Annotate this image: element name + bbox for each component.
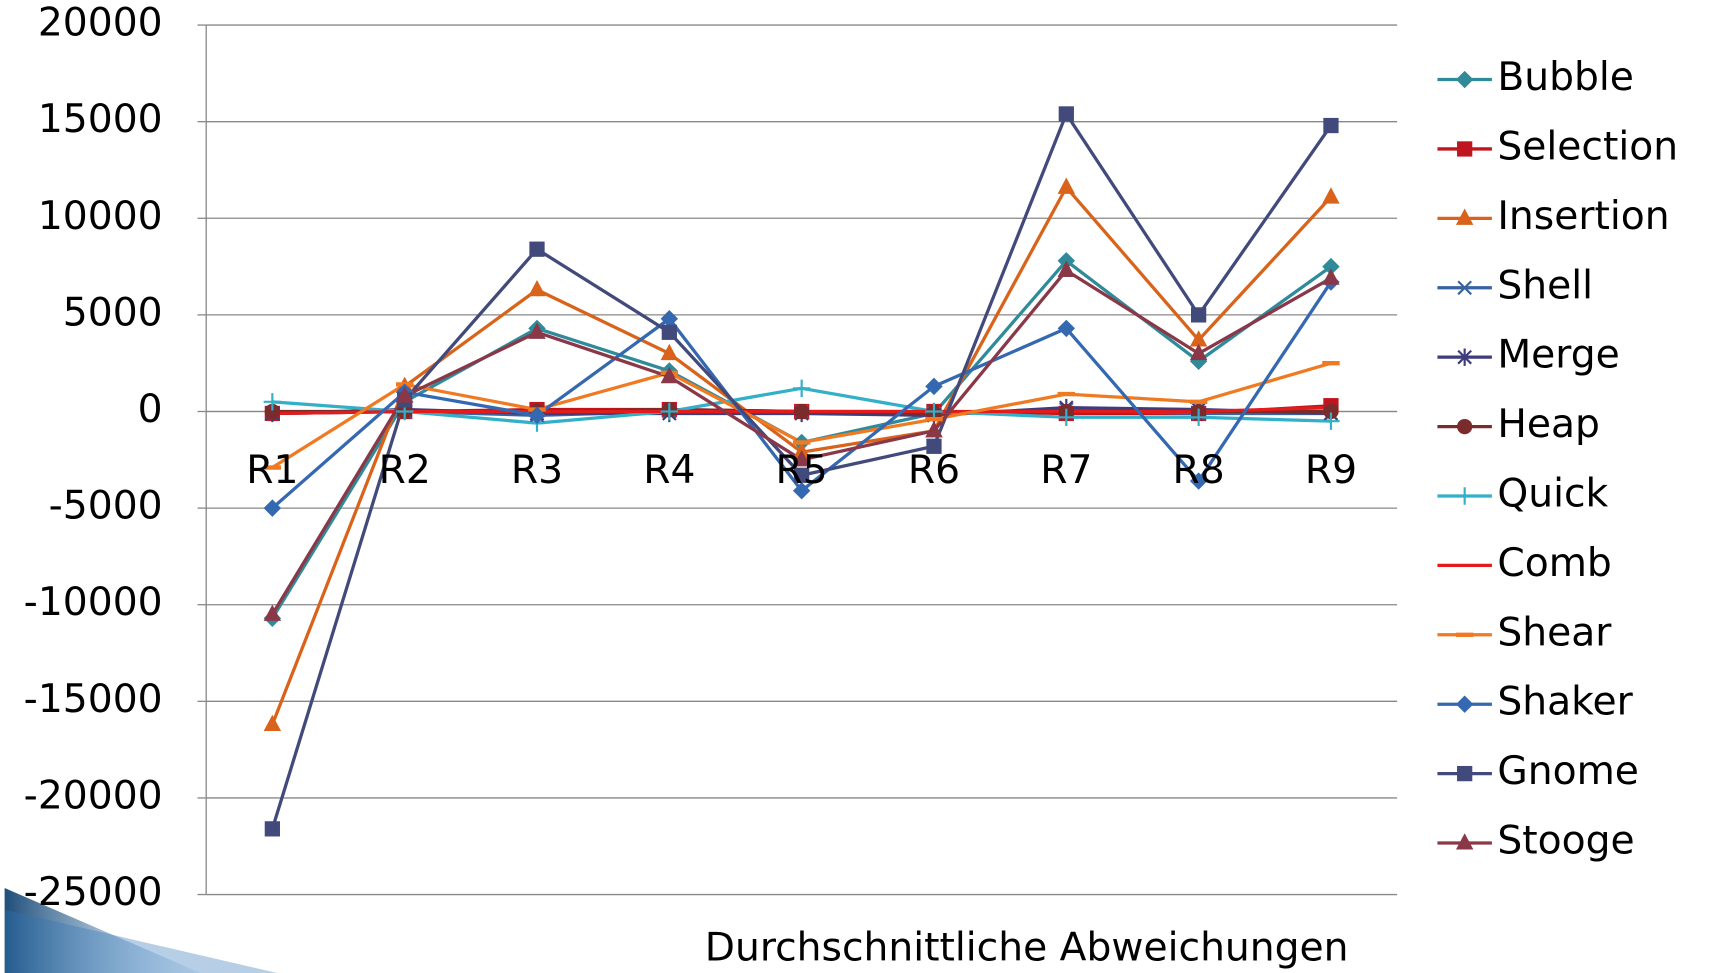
y-tick-label: 0 (138, 387, 163, 432)
y-tick-label: -20000 (24, 773, 163, 818)
marker (1455, 208, 1474, 225)
x-tick-label: R9 (1305, 448, 1357, 493)
marker (660, 343, 679, 361)
marker (792, 482, 811, 500)
marker (1323, 403, 1339, 420)
marker (263, 714, 282, 732)
marker (1189, 330, 1208, 347)
y-tick-label: 15000 (38, 97, 163, 142)
x-tick-label: R7 (1040, 448, 1092, 493)
marker (1057, 319, 1076, 338)
marker (1455, 70, 1474, 89)
marker (925, 421, 943, 438)
marker (660, 366, 679, 384)
marker (794, 467, 810, 483)
marker (1455, 695, 1474, 713)
marker (264, 821, 280, 837)
marker (1323, 117, 1339, 134)
y-tick-label: -15000 (24, 677, 163, 722)
marker (1189, 343, 1208, 361)
y-tick-label: -5000 (49, 484, 163, 529)
marker (395, 386, 414, 403)
legend-label: Shell (1497, 263, 1593, 308)
legend-label: Quick (1497, 471, 1608, 516)
marker (263, 393, 282, 411)
marker (1322, 257, 1340, 276)
marker (792, 379, 811, 398)
marker (794, 403, 810, 420)
marker (1457, 418, 1473, 435)
x-tick-label: R3 (511, 448, 563, 493)
marker (1457, 141, 1473, 157)
x-tick-label: R4 (643, 448, 695, 493)
legend-label: Shaker (1497, 680, 1633, 725)
y-tick-label: -10000 (24, 580, 163, 625)
marker (1322, 268, 1340, 285)
marker (1322, 412, 1340, 430)
marker (1457, 280, 1472, 296)
x-tick-label: R2 (379, 448, 431, 493)
marker (1058, 106, 1074, 122)
marker (1189, 408, 1208, 427)
legend-label: Gnome (1497, 749, 1639, 794)
legend-label: Heap (1497, 402, 1600, 447)
marker (661, 324, 677, 340)
marker (1057, 408, 1076, 427)
y-tick-label: 10000 (38, 194, 163, 239)
decoration (4, 888, 201, 973)
x-tick-label: R6 (908, 448, 960, 493)
y-tick-label: 20000 (38, 1, 163, 46)
marker (1457, 765, 1473, 782)
y-tick-label: 5000 (63, 290, 163, 335)
legend-label: Shear (1497, 610, 1612, 655)
marker (926, 438, 942, 454)
x-tick-label: R8 (1173, 448, 1225, 493)
legend-label: Insertion (1497, 194, 1669, 239)
legend-label: Merge (1497, 333, 1619, 378)
marker (529, 241, 545, 257)
legend-label: Comb (1497, 541, 1611, 586)
x-tick-label: R5 (776, 448, 828, 493)
marker (1191, 307, 1207, 323)
legend-label: Stooge (1497, 819, 1634, 864)
y-tick-label: -25000 (24, 870, 163, 915)
marker (792, 449, 811, 467)
marker (264, 403, 280, 420)
marker (1057, 260, 1076, 277)
marker (1057, 177, 1076, 194)
marker (1457, 348, 1472, 366)
marker (660, 402, 679, 421)
x-axis-label: Durchschnittliche Abweichungen (705, 926, 1349, 971)
marker (263, 604, 282, 621)
legend-label: Bubble (1497, 55, 1634, 100)
marker (528, 279, 546, 297)
x-tick-label: R1 (246, 448, 298, 493)
marker (1455, 833, 1474, 850)
marker (1322, 187, 1340, 204)
legend-label: Selection (1497, 124, 1678, 169)
marker (1455, 487, 1474, 505)
marker (528, 322, 546, 339)
